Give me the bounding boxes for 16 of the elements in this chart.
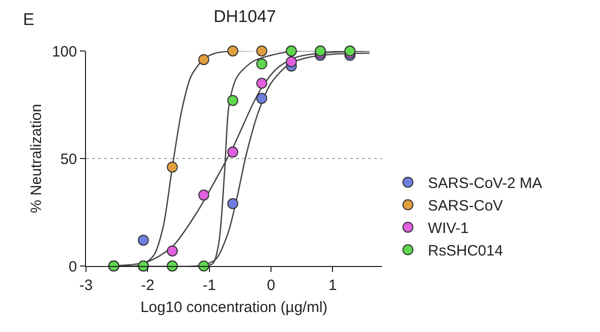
x-tick-label: -1 [202,277,216,294]
x-tick-label: 0 [266,277,276,294]
legend-label: RsSHC014 [428,242,503,260]
y-tick-label: 0 [68,258,77,276]
text: E [23,10,34,29]
x-tick-label: 1 [328,277,337,294]
legend-label: SARS-CoV-2 MA [428,175,542,192]
y-axis-title: % Neutralization [28,104,46,214]
y-tick-label: 50 [60,150,77,168]
x-axis-title: Log10 concentration (µg/ml) [140,299,328,316]
legend-label: SARS-CoV [428,198,503,215]
chart-title: DH1047 [214,6,276,26]
legend-label: WIV-1 [428,220,469,238]
y-tick-label: 100 [52,43,77,60]
x-tick-label: -2 [141,277,154,294]
x-tick-label: -3 [79,277,93,294]
